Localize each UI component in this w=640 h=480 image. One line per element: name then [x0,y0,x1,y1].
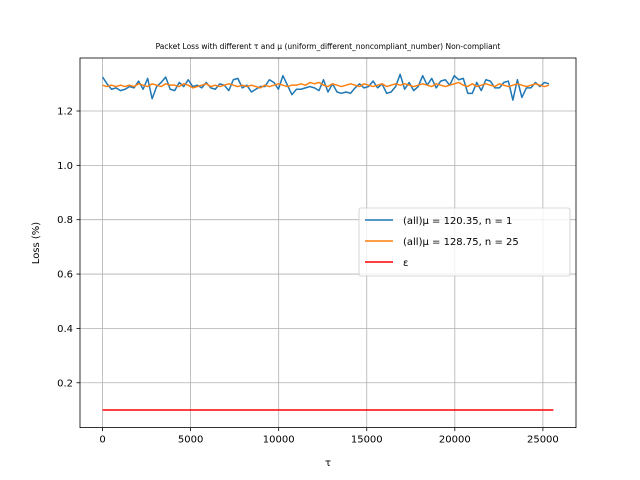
x-axis-label: τ [325,458,331,469]
x-tick-label: 25000 [527,435,559,446]
plot-frame [79,57,577,429]
y-tick-label: 0.8 [57,215,73,226]
legend-box [358,207,571,277]
y-tick-label: 1.2 [57,106,73,117]
x-tick-label: 20000 [439,435,471,446]
legend: (all)μ = 120.35, n = 1 (all)μ = 128.75, n… [358,207,571,277]
y-tick-label: 0.4 [57,324,73,335]
series-line-2 [102,81,550,89]
y-tick-label: 1.0 [57,161,73,172]
legend-label-2: (all)μ = 128.75, n = 25 [403,237,519,248]
x-tick-label: 15000 [351,435,383,446]
grid-lines [80,58,576,428]
legend-label-3: ε [403,258,408,269]
axis-ticks: 0 5000 10000 15000 20000 25000 0.2 0.4 0.6 0.8 1.0… [57,106,559,445]
y-axis-label: Loss (%) [31,222,42,265]
x-tick-label: 5000 [178,435,203,446]
legend-label-1: (all)μ = 120.35, n = 1 [403,216,512,227]
x-tick-label: 0 [99,435,105,446]
series-layer [101,73,554,411]
y-tick-label: 0.6 [57,270,73,281]
y-tick-label: 0.2 [57,378,73,389]
chart-title: Packet Loss with different τ and μ (unif… [156,42,501,51]
x-tick-label: 10000 [263,435,295,446]
